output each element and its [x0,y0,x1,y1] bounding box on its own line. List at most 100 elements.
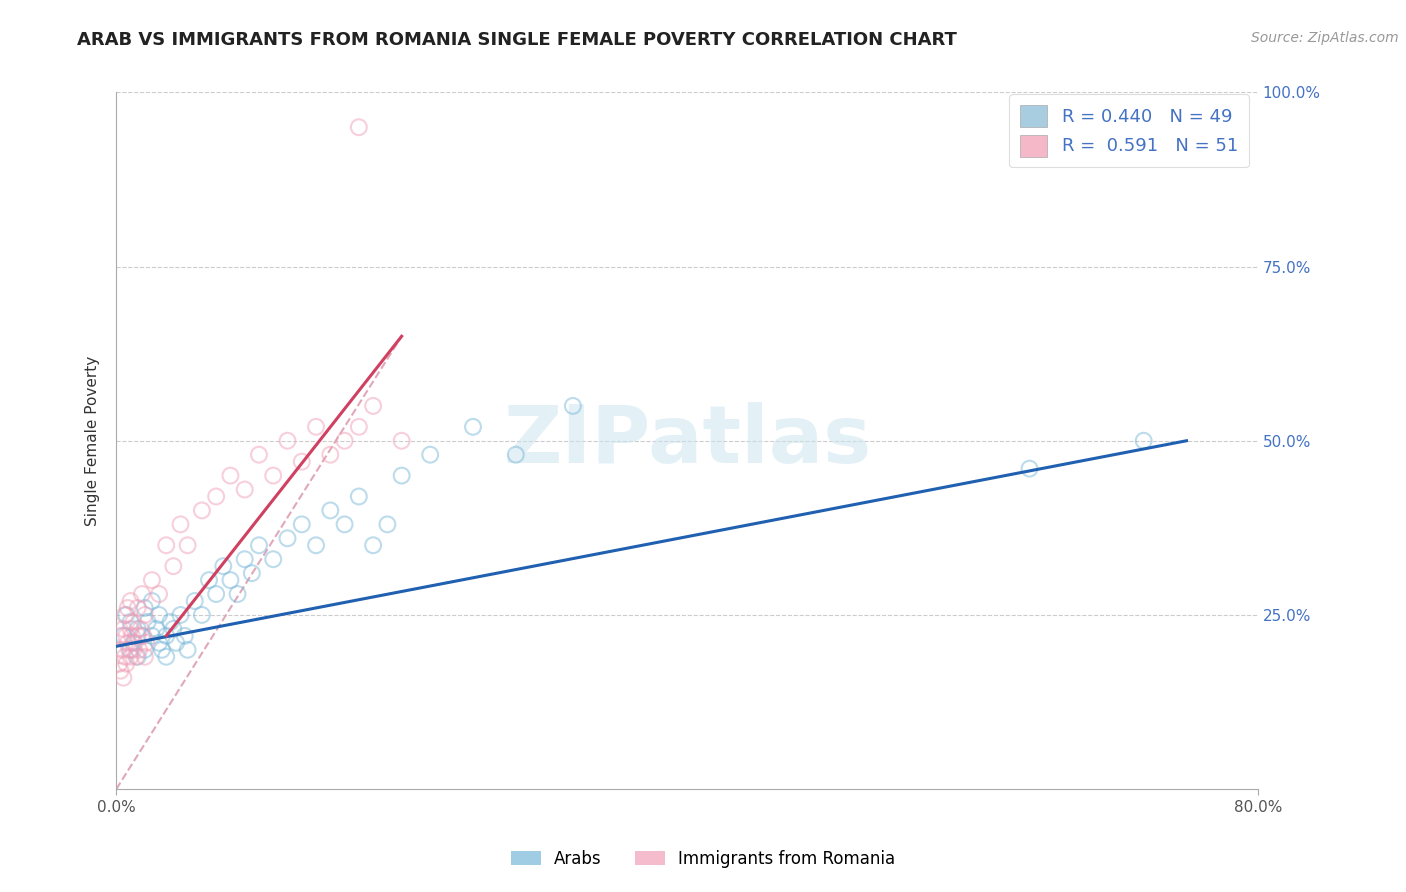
Point [162,559,184,574]
Point [159,615,181,629]
Point [198,573,221,587]
Point [155,649,177,664]
Point [127,601,149,615]
Point [191,607,214,622]
Point [391,434,413,448]
Legend: R = 0.440   N = 49, R =  0.591   N = 51: R = 0.440 N = 49, R = 0.591 N = 51 [1010,95,1249,168]
Point [212,559,235,574]
Point [226,587,249,601]
Point [111,642,134,657]
Point [134,642,156,657]
Point [134,649,156,664]
Point [240,566,263,581]
Point [131,629,153,643]
Point [262,552,284,566]
Point [461,419,484,434]
Point [173,629,195,643]
Legend: Arabs, Immigrants from Romania: Arabs, Immigrants from Romania [503,844,903,875]
Point [115,657,138,671]
Point [191,503,214,517]
Point [184,594,207,608]
Point [118,642,141,657]
Point [125,649,148,664]
Point [128,642,150,657]
Point [155,629,177,643]
Point [150,642,173,657]
Point [219,573,242,587]
Point [1018,461,1040,475]
Point [148,636,170,650]
Point [505,448,527,462]
Point [114,607,136,622]
Point [561,399,583,413]
Text: ARAB VS IMMIGRANTS FROM ROMANIA SINGLE FEMALE POVERTY CORRELATION CHART: ARAB VS IMMIGRANTS FROM ROMANIA SINGLE F… [77,31,957,49]
Point [333,434,356,448]
Point [205,587,228,601]
Point [145,622,167,636]
Point [176,538,198,552]
Point [165,636,187,650]
Point [117,601,139,615]
Point [127,649,149,664]
Point [131,587,153,601]
Point [291,455,314,469]
Point [333,517,356,532]
Point [419,448,441,462]
Point [114,649,136,664]
Point [115,607,138,622]
Point [247,448,270,462]
Point [136,615,159,629]
Point [148,587,170,601]
Point [247,538,270,552]
Text: Source: ZipAtlas.com: Source: ZipAtlas.com [1251,31,1399,45]
Point [169,517,191,532]
Point [169,607,191,622]
Point [135,636,157,650]
Point [361,538,384,552]
Point [141,594,163,608]
Point [120,615,142,629]
Point [134,607,156,622]
Point [132,629,155,643]
Point [319,503,342,517]
Point [176,642,198,657]
Point [162,622,184,636]
Point [110,629,132,643]
Point [120,642,142,657]
Point [361,399,384,413]
Point [141,629,163,643]
Point [305,419,328,434]
Point [233,483,256,497]
Point [129,622,152,636]
Point [122,615,145,629]
Point [347,120,370,135]
Point [305,538,328,552]
Point [117,636,139,650]
Point [122,642,145,657]
Point [112,622,135,636]
Y-axis label: Single Female Poverty: Single Female Poverty [86,356,100,526]
Point [115,629,138,643]
Point [110,664,132,678]
Point [155,538,177,552]
Point [121,629,143,643]
Point [276,434,298,448]
Point [262,468,284,483]
Point [124,636,146,650]
Point [108,657,131,671]
Point [122,636,145,650]
Point [319,448,342,462]
Point [391,468,413,483]
Point [205,490,228,504]
Point [120,594,142,608]
Point [120,649,142,664]
Point [219,468,242,483]
Point [347,419,370,434]
Text: ZIPatlas: ZIPatlas [503,401,872,480]
Point [112,671,135,685]
Point [112,629,135,643]
Point [1132,434,1154,448]
Point [127,622,149,636]
Point [134,601,156,615]
Point [127,629,149,643]
